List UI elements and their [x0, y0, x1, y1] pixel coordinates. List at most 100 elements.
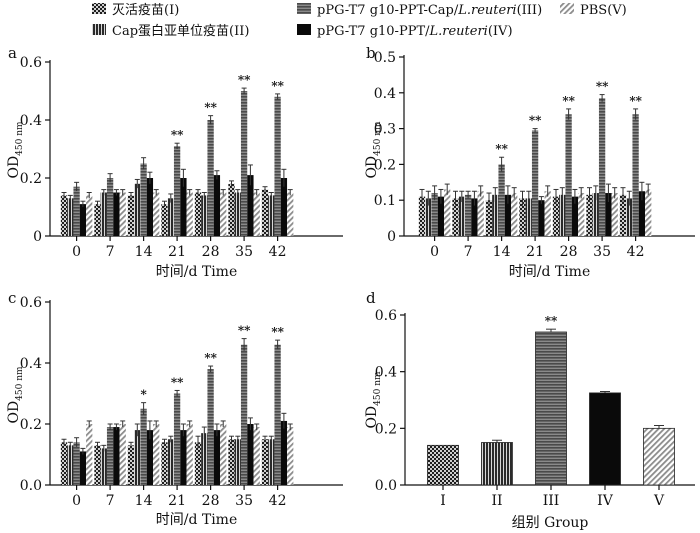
bar-IV-0: [437, 196, 445, 236]
x-tick-label: 28: [202, 493, 220, 509]
bar-V-7: [119, 192, 126, 236]
bar-II-7: [100, 448, 107, 485]
legend-swatch-V: [560, 3, 574, 14]
bar-II-14: [134, 183, 141, 236]
bar-III-28: [207, 120, 214, 236]
significance-mark: **: [596, 80, 609, 94]
bar-II-42: [268, 439, 275, 485]
x-tick-label: 0: [72, 493, 81, 509]
y-axis-label-sub: 450 nm: [373, 371, 383, 406]
bar-II-14: [492, 194, 499, 236]
y-tick-label: 0.4: [20, 113, 42, 129]
legend-label-III: pPG-T7 g10-PPT-Cap/L.reuteri(III): [317, 3, 542, 18]
bar-II-28: [559, 194, 566, 236]
bar-I-21: [519, 198, 526, 236]
bar-I-14: [485, 200, 493, 236]
significance-mark: **: [171, 128, 184, 142]
x-tick-label: 21: [526, 244, 544, 260]
bar-V-35: [253, 427, 260, 485]
bar-V-14: [511, 193, 518, 236]
bar-I-28: [552, 196, 560, 236]
bar-III-42: [632, 114, 639, 236]
bar-IV-7: [471, 198, 478, 236]
x-tick-label: 28: [202, 244, 220, 260]
bar-I-28: [194, 442, 202, 485]
y-axis-label-sub: 450 nm: [15, 121, 25, 156]
y-tick-label: 0.4: [375, 365, 397, 381]
bar-II: [481, 442, 513, 486]
bar-II-7: [100, 192, 107, 236]
bar-I-42: [261, 439, 269, 485]
y-axis-label-sub: 450 nm: [373, 121, 383, 156]
bar-II-28: [201, 433, 208, 485]
legend-label-IV-a: pPG-T7 g10-PPT/: [317, 24, 430, 39]
legend-item-I: 灭活疫苗(I): [92, 2, 179, 18]
y-axis-label-main: OD: [6, 401, 22, 424]
x-tick-label: 35: [235, 493, 253, 509]
x-axis-label: 时间/d Time: [509, 264, 591, 280]
bar-II-21: [167, 198, 174, 236]
bar-IV-14: [146, 178, 154, 236]
panel-label-a: a: [8, 44, 17, 62]
x-tick-label: 28: [560, 244, 578, 260]
significance-mark: **: [204, 351, 217, 365]
y-axis-label-main: OD: [6, 156, 22, 179]
bar-III-14: [140, 163, 147, 236]
bar-I-7: [94, 445, 101, 485]
bar-IV-7: [113, 427, 120, 485]
x-tick-label: 0: [72, 244, 81, 260]
legend-item-II: Cap蛋白亚单位疫苗(II): [92, 23, 249, 39]
bar-I-7: [452, 198, 459, 236]
panel-label-b: b: [366, 44, 376, 62]
x-tick-label: 42: [627, 244, 645, 260]
chart-panel-a: a 0 0.2 0.4 0.6 OD450 nm 时间/d Time 0 7 14 21 28 35 42…: [6, 44, 343, 280]
legend-swatch-II: [92, 24, 106, 35]
y-tick-label: 0.4: [374, 86, 396, 102]
bar-III-14: [140, 408, 147, 485]
y-axis-label: OD450 nm: [6, 121, 25, 179]
significance-mark: **: [238, 73, 251, 87]
bar-II-42: [268, 195, 275, 236]
x-tick-label: 7: [106, 493, 115, 509]
y-tick-label: 0.5: [374, 50, 396, 66]
legend-item-IV: pPG-T7 g10-PPT/L.reuteri(IV): [297, 24, 513, 39]
bar-II-14: [134, 430, 141, 485]
x-tick-label: 35: [235, 244, 253, 260]
x-axis-label: 组别 Group: [512, 515, 589, 531]
bar-V-21: [186, 424, 193, 485]
y-tick-label: 0.4: [20, 356, 42, 372]
x-tick-label: 0: [430, 244, 439, 260]
bar-IV-0: [79, 451, 87, 485]
y-axis-label: OD450 nm: [6, 366, 25, 424]
bar-I-21: [161, 442, 168, 485]
x-tick-label: 42: [269, 493, 287, 509]
legend-label-II: Cap蛋白亚单位疫苗(II): [112, 23, 249, 39]
bar-IV-7: [113, 192, 120, 236]
x-tick-label: II: [491, 493, 502, 509]
bar-I-14: [127, 445, 135, 485]
bar-V-42: [287, 427, 294, 485]
panel-label-d: d: [366, 289, 376, 307]
x-tick-label: 7: [464, 244, 473, 260]
bar-IV-14: [504, 194, 512, 236]
bar-I-35: [228, 439, 235, 485]
bar-III-21: [173, 146, 181, 236]
bar-IV-35: [605, 193, 612, 236]
y-tick-label: 0.2: [374, 157, 396, 173]
x-tick-label: 7: [106, 244, 115, 260]
significance-mark: **: [271, 79, 284, 93]
bar-V-14: [153, 424, 160, 485]
bar-V-14: [153, 192, 160, 236]
significance-mark: **: [238, 324, 251, 338]
y-axis-label: OD450 nm: [364, 371, 383, 429]
bar-III-21: [173, 393, 181, 485]
bar-IV-28: [213, 175, 221, 236]
legend-swatch-I: [92, 3, 106, 14]
legend-swatch-III: [297, 3, 311, 14]
legend-label-IV: pPG-T7 g10-PPT/L.reuteri(IV): [317, 24, 513, 39]
bar-IV-14: [146, 430, 154, 485]
legend: 灭活疫苗(I) Cap蛋白亚单位疫苗(II) pPG-T7 g10-PPT-Ca…: [92, 2, 627, 39]
x-tick-label: IV: [597, 493, 614, 509]
x-tick-label: 35: [593, 244, 611, 260]
